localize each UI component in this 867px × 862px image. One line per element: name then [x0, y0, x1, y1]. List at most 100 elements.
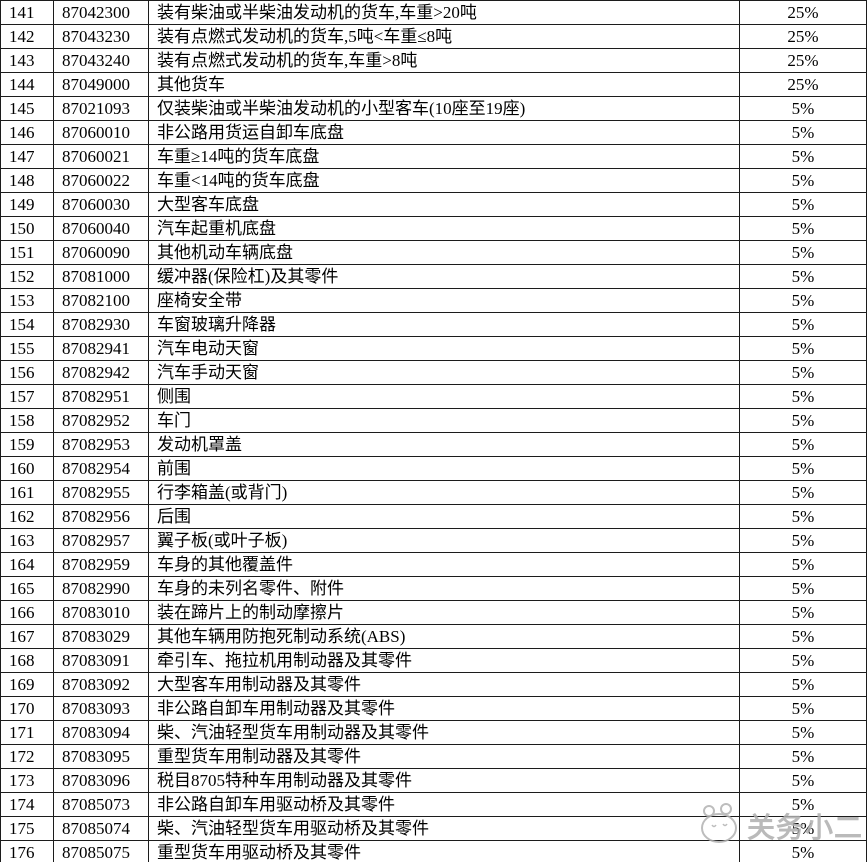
description-cell: 汽车起重机底盘 — [148, 216, 740, 241]
table-row: 152 87081000 缓冲器(保险杠)及其零件 5% — [0, 264, 867, 289]
hs-code-cell: 87060022 — [53, 168, 149, 193]
description-cell: 前围 — [148, 456, 740, 481]
rate-cell: 5% — [739, 816, 867, 841]
description-cell: 柴、汽油轻型货车用驱动桥及其零件 — [148, 816, 740, 841]
hs-code-cell: 87083029 — [53, 624, 149, 649]
row-number-cell: 147 — [0, 144, 54, 169]
rate-cell: 5% — [739, 528, 867, 553]
hs-code-cell: 87060010 — [53, 120, 149, 145]
hs-code-cell: 87060040 — [53, 216, 149, 241]
description-cell: 发动机罩盖 — [148, 432, 740, 457]
table-row: 146 87060010 非公路用货运自卸车底盘 5% — [0, 120, 867, 145]
description-cell: 缓冲器(保险杠)及其零件 — [148, 264, 740, 289]
row-number-cell: 176 — [0, 840, 54, 862]
description-cell: 翼子板(或叶子板) — [148, 528, 740, 553]
description-cell: 车重≥14吨的货车底盘 — [148, 144, 740, 169]
description-cell: 后围 — [148, 504, 740, 529]
table-row: 141 87042300 装有柴油或半柴油发动机的货车,车重>20吨 25% — [0, 0, 867, 25]
table-row: 165 87082990 车身的未列名零件、附件 5% — [0, 576, 867, 601]
rate-cell: 5% — [739, 648, 867, 673]
row-number-cell: 155 — [0, 336, 54, 361]
table-row: 167 87083029 其他车辆用防抱死制动系统(ABS) 5% — [0, 624, 867, 649]
row-number-cell: 174 — [0, 792, 54, 817]
row-number-cell: 161 — [0, 480, 54, 505]
rate-cell: 25% — [739, 48, 867, 73]
table-row: 176 87085075 重型货车用驱动桥及其零件 5% — [0, 840, 867, 862]
row-number-cell: 166 — [0, 600, 54, 625]
row-number-cell: 171 — [0, 720, 54, 745]
rate-cell: 5% — [739, 672, 867, 697]
row-number-cell: 144 — [0, 72, 54, 97]
description-cell: 其他货车 — [148, 72, 740, 97]
hs-code-cell: 87085073 — [53, 792, 149, 817]
description-cell: 汽车手动天窗 — [148, 360, 740, 385]
table-row: 155 87082941 汽车电动天窗 5% — [0, 336, 867, 361]
hs-code-cell: 87082990 — [53, 576, 149, 601]
table-row: 149 87060030 大型客车底盘 5% — [0, 192, 867, 217]
table-row: 168 87083091 牵引车、拖拉机用制动器及其零件 5% — [0, 648, 867, 673]
row-number-cell: 168 — [0, 648, 54, 673]
row-number-cell: 141 — [0, 0, 54, 25]
rate-cell: 25% — [739, 0, 867, 25]
table-row: 172 87083095 重型货车用制动器及其零件 5% — [0, 744, 867, 769]
rate-cell: 5% — [739, 336, 867, 361]
table-row: 153 87082100 座椅安全带 5% — [0, 288, 867, 313]
rate-cell: 5% — [739, 288, 867, 313]
hs-code-cell: 87082930 — [53, 312, 149, 337]
table-row: 164 87082959 车身的其他覆盖件 5% — [0, 552, 867, 577]
hs-code-cell: 87021093 — [53, 96, 149, 121]
row-number-cell: 152 — [0, 264, 54, 289]
rate-cell: 25% — [739, 72, 867, 97]
table-row: 144 87049000 其他货车 25% — [0, 72, 867, 97]
hs-code-cell: 87085074 — [53, 816, 149, 841]
description-cell: 座椅安全带 — [148, 288, 740, 313]
hs-code-cell: 87060021 — [53, 144, 149, 169]
rate-cell: 5% — [739, 408, 867, 433]
row-number-cell: 153 — [0, 288, 54, 313]
hs-code-cell: 87083092 — [53, 672, 149, 697]
description-cell: 税目8705特种车用制动器及其零件 — [148, 768, 740, 793]
hs-code-cell: 87083096 — [53, 768, 149, 793]
row-number-cell: 145 — [0, 96, 54, 121]
rate-cell: 5% — [739, 840, 867, 862]
hs-code-cell: 87082959 — [53, 552, 149, 577]
table-row: 143 87043240 装有点燃式发动机的货车,车重>8吨 25% — [0, 48, 867, 73]
rate-cell: 5% — [739, 792, 867, 817]
description-cell: 非公路自卸车用制动器及其零件 — [148, 696, 740, 721]
rate-cell: 5% — [739, 624, 867, 649]
row-number-cell: 170 — [0, 696, 54, 721]
table-row: 154 87082930 车窗玻璃升降器 5% — [0, 312, 867, 337]
table-row: 148 87060022 车重<14吨的货车底盘 5% — [0, 168, 867, 193]
rate-cell: 5% — [739, 168, 867, 193]
rate-cell: 5% — [739, 360, 867, 385]
row-number-cell: 151 — [0, 240, 54, 265]
rate-cell: 5% — [739, 144, 867, 169]
table-row: 159 87082953 发动机罩盖 5% — [0, 432, 867, 457]
table-row: 147 87060021 车重≥14吨的货车底盘 5% — [0, 144, 867, 169]
description-cell: 重型货车用制动器及其零件 — [148, 744, 740, 769]
hs-code-cell: 87082942 — [53, 360, 149, 385]
rate-cell: 5% — [739, 552, 867, 577]
description-cell: 装有点燃式发动机的货车,5吨<车重≤8吨 — [148, 24, 740, 49]
description-cell: 装有柴油或半柴油发动机的货车,车重>20吨 — [148, 0, 740, 25]
table-row: 161 87082955 行李箱盖(或背门) 5% — [0, 480, 867, 505]
rate-cell: 5% — [739, 696, 867, 721]
row-number-cell: 165 — [0, 576, 54, 601]
description-cell: 非公路自卸车用驱动桥及其零件 — [148, 792, 740, 817]
rate-cell: 5% — [739, 384, 867, 409]
description-cell: 大型客车底盘 — [148, 192, 740, 217]
rate-cell: 5% — [739, 768, 867, 793]
description-cell: 车重<14吨的货车底盘 — [148, 168, 740, 193]
rate-cell: 5% — [739, 192, 867, 217]
rate-cell: 5% — [739, 480, 867, 505]
description-cell: 大型客车用制动器及其零件 — [148, 672, 740, 697]
hs-code-cell: 87081000 — [53, 264, 149, 289]
row-number-cell: 173 — [0, 768, 54, 793]
hs-code-cell: 87082955 — [53, 480, 149, 505]
hs-code-cell: 87082952 — [53, 408, 149, 433]
table-row: 158 87082952 车门 5% — [0, 408, 867, 433]
description-cell: 行李箱盖(或背门) — [148, 480, 740, 505]
rate-cell: 25% — [739, 24, 867, 49]
row-number-cell: 162 — [0, 504, 54, 529]
row-number-cell: 150 — [0, 216, 54, 241]
